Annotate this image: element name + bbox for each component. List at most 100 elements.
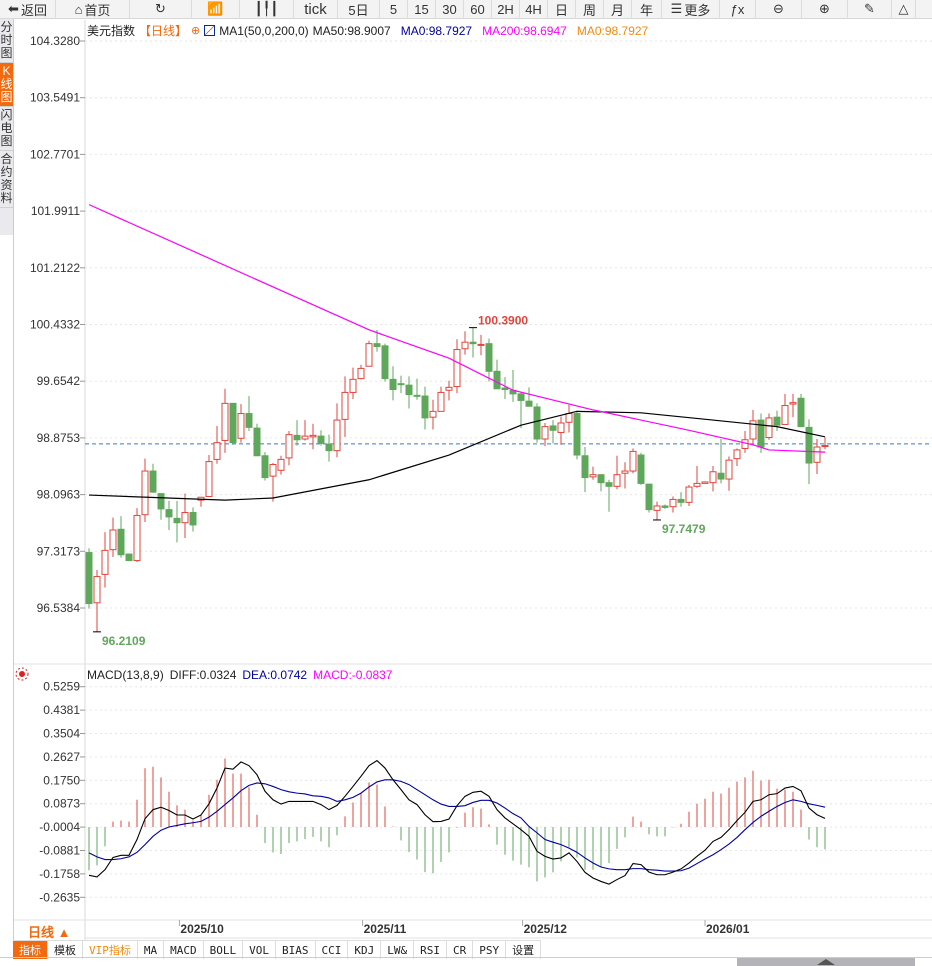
sidebar-tab-3[interactable]: 合约资料: [0, 151, 13, 208]
candle: [277, 455, 285, 475]
candle-body: [725, 459, 733, 480]
toolbar-label: 日: [554, 2, 568, 18]
indicator-tab-KDJ[interactable]: KDJ: [348, 941, 382, 959]
scroll-up-arrow-icon[interactable]: [817, 959, 835, 965]
toolbar-button-zoom-in[interactable]: ⊕: [802, 0, 848, 19]
toolbar-button-日[interactable]: 日: [548, 0, 576, 19]
symbol-name: 美元指数: [87, 24, 136, 38]
toolbar-button-line-chart[interactable]: 📶: [192, 0, 240, 19]
toolbar-button-15[interactable]: 15: [408, 0, 436, 19]
indicator-tab-MACD[interactable]: MACD: [164, 941, 204, 959]
candle: [437, 386, 445, 412]
low-price-label: 96.2109: [102, 634, 146, 648]
sidebar-tab-1[interactable]: K线图: [0, 63, 13, 107]
macd-tick-label: -0.1758: [39, 867, 80, 881]
toolbar-label: 4H: [525, 1, 542, 17]
candle-body: [413, 394, 421, 397]
toolbar-button-60[interactable]: 60: [464, 0, 492, 19]
indicator-tab-VOL[interactable]: VOL: [243, 941, 276, 959]
candle-body: [701, 481, 709, 484]
period-label[interactable]: 【日线】: [139, 24, 188, 38]
horizontal-scrollbar[interactable]: [737, 958, 915, 966]
toolbar-button-2H[interactable]: 2H: [492, 0, 520, 19]
candle: [685, 484, 693, 506]
candle-body: [165, 509, 173, 518]
add-indicator-icon[interactable]: ⊕: [191, 25, 201, 37]
indicator-settings-icon[interactable]: [19, 671, 25, 677]
indicator-tab-MA[interactable]: MA: [137, 941, 165, 959]
indicator-tab-指标[interactable]: 指标: [13, 941, 48, 959]
candle: [397, 375, 405, 394]
ma-indicator-name[interactable]: MA1(50,0,200,0): [219, 23, 309, 38]
candle-body: [229, 402, 237, 444]
indicator-tab-PSY[interactable]: PSY: [473, 941, 507, 959]
toolbar-button-周[interactable]: 周: [576, 0, 604, 19]
toolbar-button-返回[interactable]: ⬅ 返回: [0, 0, 56, 19]
candle: [597, 474, 605, 492]
indicator-tab-CR[interactable]: CR: [447, 941, 474, 959]
toolbar-button-4H[interactable]: 4H: [520, 0, 548, 19]
sidebar-tab-0[interactable]: 分时图: [0, 19, 13, 63]
candle-body: [501, 387, 509, 391]
toolbar-button-pen[interactable]: ✎: [848, 0, 892, 19]
diff-line: [88, 759, 826, 885]
toolbar-button-candlestick[interactable]: ┃╿┃: [240, 0, 294, 19]
candle-body: [533, 406, 541, 440]
candle-body: [461, 341, 469, 350]
price-tick-label: 98.8753: [37, 431, 81, 445]
candle: [749, 409, 757, 444]
toolbar-label: 5: [389, 1, 398, 17]
high-price-label: 100.3900: [478, 314, 528, 328]
toolbar-button-zoom-out[interactable]: ⊖: [756, 0, 802, 19]
candle-body: [557, 422, 565, 433]
toolbar-button-function[interactable]: ƒx: [720, 0, 756, 19]
indicator-tab-BOLL[interactable]: BOLL: [203, 941, 244, 959]
period-selector[interactable]: 日线 ▲: [28, 925, 71, 940]
candle: [813, 439, 821, 474]
candle-body: [189, 512, 197, 526]
candle-body: [389, 378, 397, 391]
candle: [725, 456, 733, 491]
toolbar-button-5日[interactable]: 5日: [338, 0, 380, 19]
candle: [709, 465, 717, 492]
candle-body: [341, 391, 349, 420]
toolbar-button-refresh[interactable]: ↻: [130, 0, 192, 19]
indicator-tab-模板[interactable]: 模板: [48, 941, 83, 959]
toolbar-button-5[interactable]: 5: [380, 0, 408, 19]
toolbar-label: 15: [414, 1, 429, 17]
candle-body: [437, 391, 445, 412]
back-arrow-icon: ⬅: [8, 1, 19, 16]
candle: [213, 425, 221, 464]
candle-body: [677, 498, 685, 503]
price-tick-label: 99.6542: [37, 374, 81, 388]
candle: [493, 359, 501, 390]
indicator-tab-LW&[interactable]: LW&: [381, 941, 415, 959]
macd-title[interactable]: MACD(13,8,9): [87, 668, 164, 682]
ma-chart-icon[interactable]: [204, 25, 216, 36]
toolbar-button-triangle[interactable]: △: [892, 0, 916, 19]
toolbar-button-年[interactable]: 年: [632, 0, 662, 19]
candle: [229, 402, 237, 445]
toolbar-button-首页[interactable]: ⌂ 首页: [56, 0, 130, 19]
indicator-tab-RSI[interactable]: RSI: [414, 941, 447, 959]
toolbar-button-tick[interactable]: tick: [294, 0, 338, 19]
indicator-tab-VIP指标[interactable]: VIP指标: [83, 941, 138, 959]
candle: [661, 504, 669, 509]
candle: [445, 380, 453, 401]
candle: [189, 507, 197, 532]
candle-body: [245, 413, 253, 428]
candle: [477, 334, 485, 356]
candle: [85, 548, 93, 609]
toolbar-button-30[interactable]: 30: [436, 0, 464, 19]
toolbar-button-月[interactable]: 月: [604, 0, 632, 19]
indicator-tab-设置[interactable]: 设置: [506, 941, 542, 959]
toolbar-button-更多[interactable]: ☰ 更多: [662, 0, 720, 19]
sidebar-tab-2[interactable]: 闪电图: [0, 107, 13, 151]
price-tick-label: 97.3173: [37, 544, 81, 558]
indicator-tab-CCI[interactable]: CCI: [315, 941, 349, 959]
macd-tick-label: 0.4381: [43, 703, 80, 717]
indicator-tab-BIAS[interactable]: BIAS: [276, 941, 316, 959]
candle: [405, 376, 413, 409]
candle-body: [381, 345, 389, 380]
